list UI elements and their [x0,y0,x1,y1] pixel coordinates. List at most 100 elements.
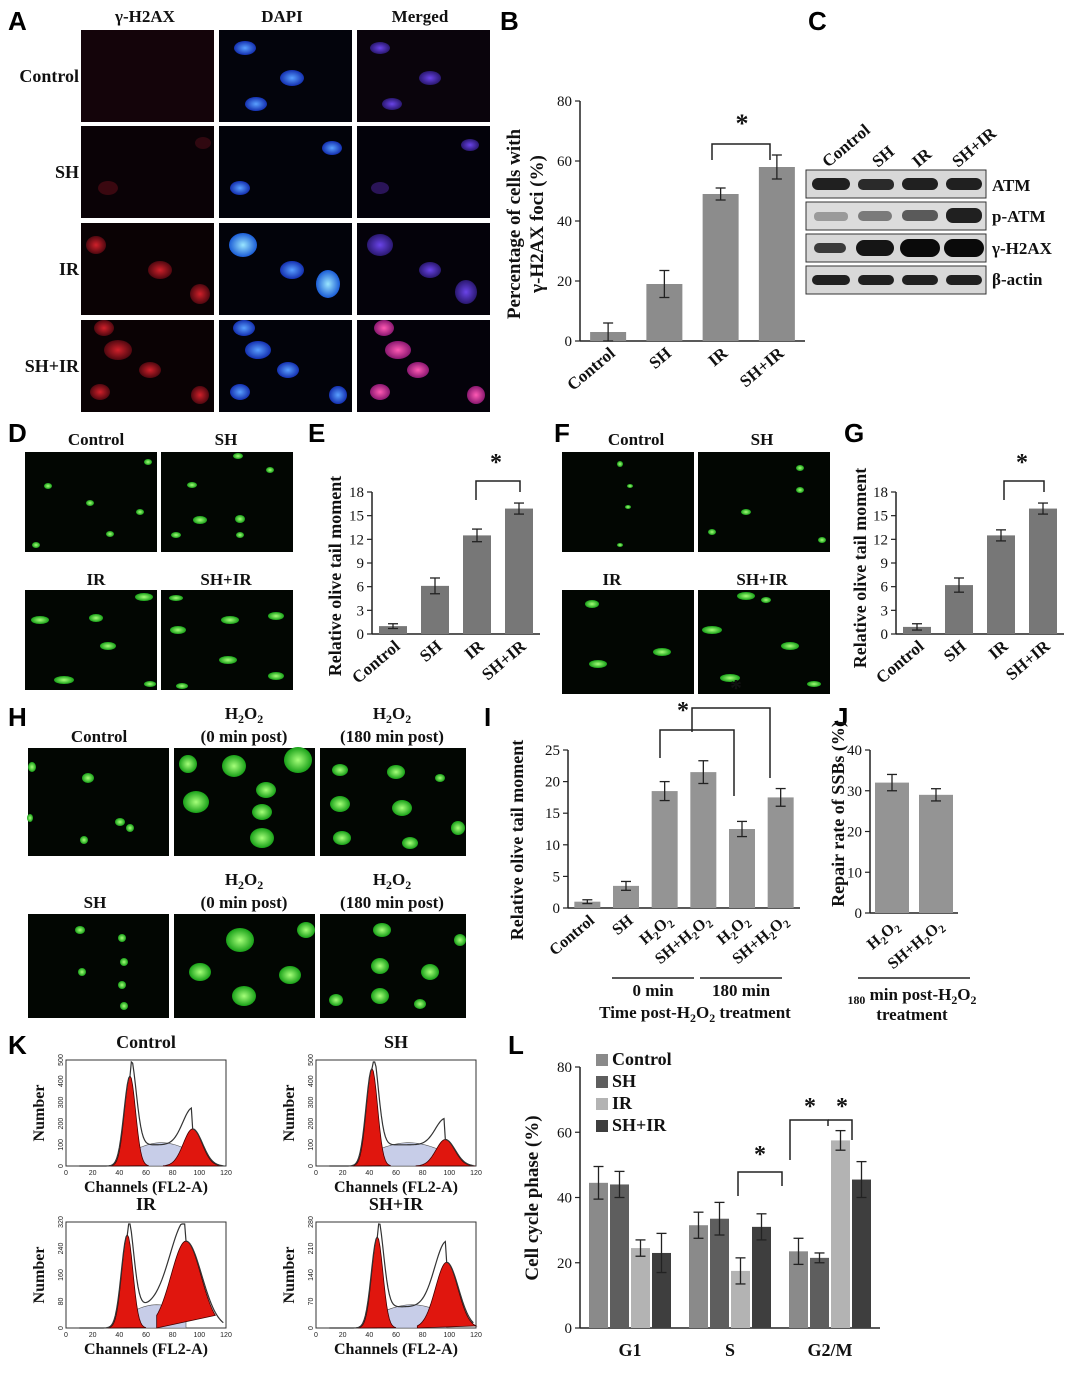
panel-letter-f: F [554,418,570,448]
row-label-ir: IR [59,259,80,279]
comet-d-label-ir: IR [87,570,107,589]
flow-y-tick: 0 [308,1164,315,1168]
flow-histogram: SH+IR 0 70 140 210 280 0 20 40 60 80 100 120 Number Ch… [281,1194,482,1358]
blot-label-beta-actin: β-actin [992,270,1043,289]
panel-j-ylabel: Repair rate of SSBs (%) [828,721,849,907]
y-tick-label: 20 [847,825,862,841]
panel-l-significance-star-g2m-1: * [804,1094,816,1120]
micrograph-sh-dapi [219,126,352,218]
flow-x-tick: 40 [115,1332,123,1339]
x-category-label: G2/M [808,1340,853,1360]
comet-f-label-sh: SH [751,430,774,449]
bar [574,901,601,908]
flow-y-tick: 100 [58,1139,65,1151]
flow-xlabel: Channels (FL2-A) [334,1341,458,1358]
flow-x-tick: 20 [89,1170,97,1177]
panel-letter-c: C [808,6,827,36]
flow-y-tick: 210 [308,1243,315,1255]
flow-x-tick: 0 [64,1170,68,1177]
flow-y-tick: 320 [58,1216,65,1228]
comet-h-label-sh-h2o2-0: H2​O2​ [225,870,263,892]
panel-d-comet-images: Control SH IR SH+IR [25,430,293,690]
flow-ylabel: Number [281,1085,298,1142]
comet-h-label-sh-h2o2-180: H2​O2​ [373,870,411,892]
panel-letter-l: L [508,1030,524,1060]
flow-y-tick: 0 [58,1164,65,1168]
y-tick-label: 18 [873,485,888,501]
x-category-label: H2​O2​ [864,917,905,956]
bar [710,1218,729,1328]
x-category-label: Control [872,636,928,687]
micrograph-control-h2ax [81,30,214,122]
y-tick-label: 40 [557,1191,572,1207]
flow-histogram-title: SH+IR [369,1194,424,1214]
column-label-gamma-h2ax: γ-H2AX [114,7,176,26]
flow-x-tick: 60 [142,1332,150,1339]
bar [1029,508,1057,634]
legend-label: SH+IR [612,1115,667,1135]
flow-x-tick: 80 [419,1332,427,1339]
comet-h-label-180min-post: (180 min post) [340,727,444,746]
flow-y-tick: 80 [58,1298,65,1306]
panel-l-significance-bracket-g2m-1 [789,1119,829,1160]
legend-label: SH [612,1071,636,1091]
flow-histogram: Control 0 100 200 300 400 500 0 20 40 60 80 100 120 Nu… [31,1032,232,1196]
flow-y-tick: 240 [58,1243,65,1255]
panel-l-significance-star-g2m-2: * [836,1094,848,1120]
x-category-label: G1 [618,1340,641,1360]
panel-letter-b: B [500,6,519,36]
y-tick-label: 0 [357,627,365,643]
y-tick-label: 3 [881,603,889,619]
flow-ylabel: Number [281,1247,298,1304]
y-tick-label: 5 [553,869,561,885]
panel-letter-h: H [8,702,27,732]
flow-ylabel: Number [31,1085,48,1142]
comet-h-label-h2o2-0: H2​O2​ [225,704,263,726]
x-category-label: Control [563,343,619,394]
y-tick-label: 10 [847,865,862,881]
flow-x-tick: 40 [365,1170,373,1177]
panel-i-significance-star-2: * [730,676,742,702]
flow-x-tick: 120 [470,1332,482,1339]
bar [651,791,678,908]
y-tick-label: 80 [557,94,572,110]
bar [729,829,755,908]
comet-d-label-sh-ir: SH+IR [200,570,252,589]
bar [987,535,1015,634]
flow-xlabel: Channels (FL2-A) [84,1341,208,1358]
bar [690,772,717,908]
x-category-label: SH [416,637,446,666]
x-category-label: SH+IR [736,343,788,391]
flow-xlabel: Channels (FL2-A) [84,1179,208,1196]
bar [702,194,739,341]
flow-y-tick: 160 [58,1269,65,1281]
blot-lane-control: Control [818,120,874,171]
x-category-label: IR [705,343,732,370]
panel-i-group-0min: 0 min [632,981,674,1000]
flow-y-tick: 0 [308,1326,315,1330]
legend-swatch [596,1120,608,1132]
y-tick-label: 0 [881,627,889,643]
bar [752,1226,771,1328]
flow-y-tick: 70 [308,1298,315,1306]
y-tick-label: 12 [349,532,364,548]
y-tick-label: 20 [545,775,560,791]
legend-label: Control [612,1049,672,1069]
bar [379,626,407,634]
column-label-merged: Merged [392,7,449,26]
panel-l-significance-bracket-g2m-2 [828,1119,853,1140]
blot-label-atm: ATM [992,176,1030,195]
flow-x-tick: 20 [339,1332,347,1339]
comet-h-label-control: Control [71,727,128,746]
panel-c-western-blot: Control SH IR SH+IR ATM p-ATM γ-H2AX β-a… [805,120,1053,295]
flow-x-tick: 0 [64,1332,68,1339]
panel-i-significance-bracket-2 [691,707,771,778]
y-tick-label: 60 [557,1125,572,1141]
flow-histogram-title: Control [116,1032,176,1052]
bar [505,508,533,634]
blot-lane-sh-ir: SH+IR [948,123,1000,171]
panel-letter-a: A [8,6,27,36]
comet-h-label-sh-0min-post: (0 min post) [201,893,288,912]
flow-xlabel: Channels (FL2-A) [334,1179,458,1196]
